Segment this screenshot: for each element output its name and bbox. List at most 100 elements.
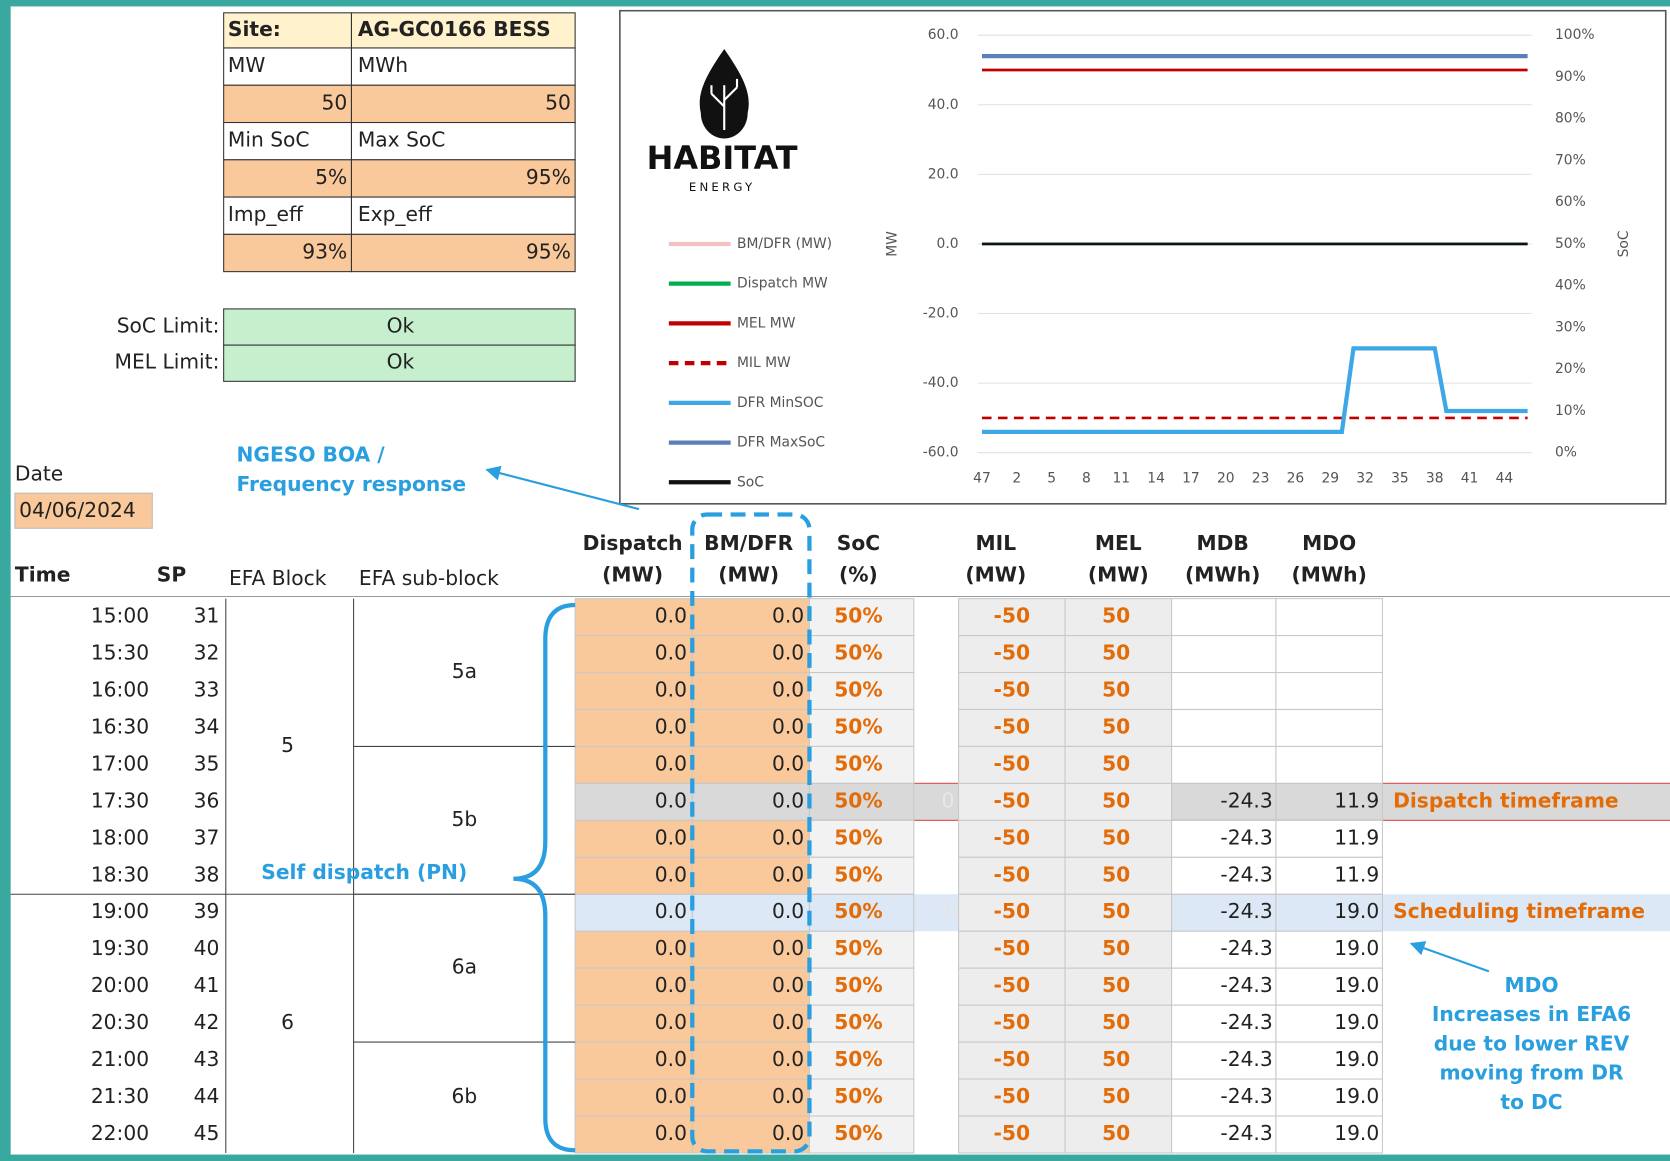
date-value: 04/06/2024	[19, 498, 136, 522]
panel-text: MW	[228, 53, 265, 77]
table-cell	[1275, 708, 1383, 747]
table-cell	[1171, 819, 1277, 858]
time-cell: 19:30	[91, 936, 149, 960]
table-value: 19.0	[1334, 936, 1379, 960]
table-cell	[574, 967, 693, 1006]
table-cell	[1275, 635, 1383, 674]
table-value: 0.0	[772, 788, 804, 812]
table-cell	[808, 745, 915, 784]
time-cell: 20:00	[91, 973, 149, 997]
table-cell	[691, 1078, 810, 1117]
table-value: 50%	[834, 973, 882, 997]
table-cell	[1171, 967, 1277, 1006]
sp-cell: 34	[194, 714, 220, 738]
table-value: -50	[994, 714, 1031, 738]
efa-sub-block: 5b	[452, 807, 478, 831]
panel-text: 5%	[315, 165, 347, 189]
sp-cell: 41	[194, 973, 220, 997]
hidden-value: 0	[941, 788, 954, 812]
limit-cell	[223, 344, 576, 382]
table-cell	[1275, 1078, 1383, 1117]
table-cell	[691, 1004, 810, 1043]
panel-text: Max SoC	[358, 128, 446, 152]
table-value: 50%	[834, 1084, 882, 1108]
panel-text: Site:	[228, 17, 281, 41]
column-header: (%)	[839, 563, 878, 587]
table-value: 0.0	[772, 604, 804, 628]
table-cell	[1171, 635, 1277, 674]
table-value: 0.0	[655, 714, 687, 738]
panel-text: Exp_eff	[358, 202, 433, 226]
table-value: 0.0	[772, 1084, 804, 1108]
table-value: 50	[1102, 677, 1130, 701]
efa-sub-block: 6a	[452, 955, 477, 979]
table-value: 0.0	[655, 1047, 687, 1071]
table-cell	[808, 635, 915, 674]
table-cell	[1064, 1115, 1173, 1154]
table-cell	[1275, 1115, 1383, 1154]
table-cell	[574, 819, 693, 858]
table-value: 0.0	[655, 862, 687, 886]
series-line	[981, 346, 1528, 434]
column-header: Time	[15, 563, 71, 587]
sp-cell: 36	[194, 788, 220, 812]
table-cell	[958, 893, 1066, 932]
x-tick-label: 23	[1252, 470, 1270, 486]
panel-cell	[223, 47, 352, 86]
sp-cell: 33	[194, 677, 220, 701]
table-value: 50%	[834, 604, 882, 628]
sp-cell: 42	[194, 1010, 220, 1034]
table-cell	[1171, 745, 1277, 784]
table-value: 19.0	[1334, 1047, 1379, 1071]
table-cell	[808, 930, 915, 969]
time-cell: 20:30	[91, 1010, 149, 1034]
table-cell	[574, 598, 693, 637]
table-cell	[958, 598, 1066, 637]
time-cell: 19:00	[91, 899, 149, 923]
table-cell	[691, 819, 810, 858]
time-cell: 22:00	[91, 1121, 149, 1145]
table-cell	[1064, 782, 1173, 821]
table-cell	[691, 598, 810, 637]
sp-cell: 43	[194, 1047, 220, 1071]
table-cell	[958, 745, 1066, 784]
sp-cell: 38	[194, 862, 220, 886]
y2-tick-label: 0%	[1555, 445, 1577, 461]
table-value: -24.3	[1220, 1047, 1272, 1071]
table-value: -50	[994, 862, 1031, 886]
table-value: -50	[994, 751, 1031, 775]
column-header: SoC	[837, 531, 880, 555]
table-value: 50	[1102, 1084, 1130, 1108]
legend-label: MIL MW	[737, 355, 791, 371]
table-value: -24.3	[1220, 788, 1272, 812]
table-cell	[691, 635, 810, 674]
table-value: 50%	[834, 1121, 882, 1145]
table-value: -24.3	[1220, 973, 1272, 997]
y2-tick-label: 80%	[1555, 111, 1586, 127]
table-value: 0.0	[655, 788, 687, 812]
table-value: -50	[994, 973, 1031, 997]
panel-text: Min SoC	[228, 128, 310, 152]
table-value: -24.3	[1220, 1121, 1272, 1145]
limit-status: Ok	[387, 350, 415, 374]
table-value: -24.3	[1220, 1084, 1272, 1108]
sp-cell: 39	[194, 899, 220, 923]
x-tick-label: 38	[1426, 470, 1444, 486]
table-value: 50%	[834, 1047, 882, 1071]
table-value: 50%	[834, 714, 882, 738]
table-value: -50	[994, 1047, 1031, 1071]
efa-block: 5	[281, 733, 294, 757]
table-value: 50	[1102, 641, 1130, 665]
logo-tagline: ENERGY	[689, 180, 755, 194]
x-tick-label: 41	[1461, 470, 1479, 486]
panel-text: 95%	[526, 239, 571, 263]
sp-cell: 40	[194, 936, 220, 960]
limit-label: SoC Limit:	[117, 314, 220, 338]
x-tick-label: 8	[1082, 470, 1091, 486]
table-value: 11.9	[1334, 862, 1379, 886]
table-value: 0.0	[655, 1121, 687, 1145]
x-tick-label: 20	[1217, 470, 1235, 486]
annotation: NGESO BOA /	[236, 442, 385, 466]
table-value: 50	[1102, 825, 1130, 849]
table-value: 50%	[834, 936, 882, 960]
